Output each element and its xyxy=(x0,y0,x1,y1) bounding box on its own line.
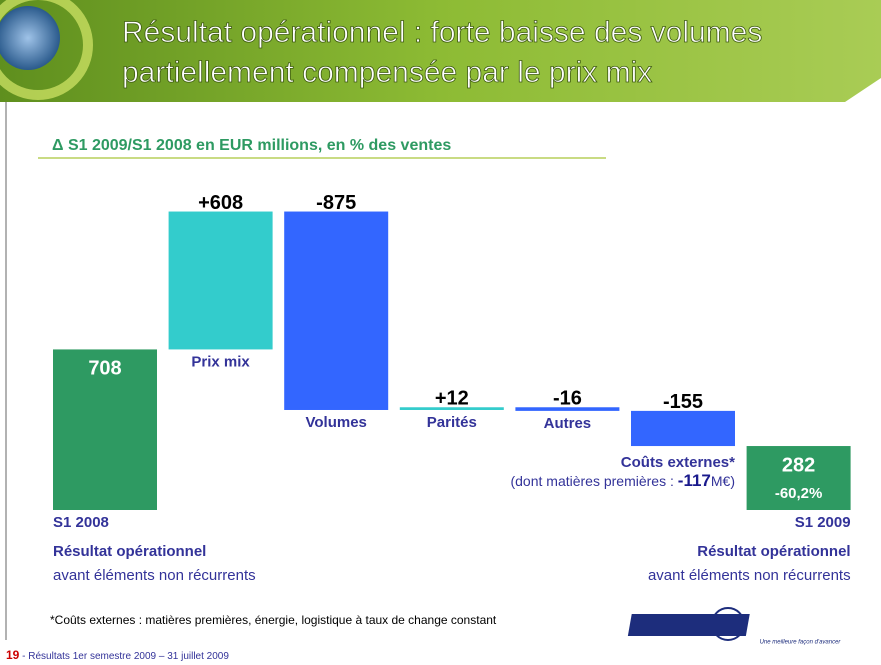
value-label: +12 xyxy=(435,388,469,410)
caption: avant éléments non récurrents xyxy=(53,567,256,584)
category-label: S1 2009 xyxy=(795,514,851,531)
category-label: Volumes xyxy=(305,414,366,431)
value-label: -16 xyxy=(553,388,582,410)
footer: 19 - Résultats 1er semestre 2009 – 31 ju… xyxy=(6,648,229,662)
slide: Résultat opérationnel : forte baisse des… xyxy=(0,0,881,665)
value-label: -155 xyxy=(663,391,703,413)
value-label: 708 xyxy=(88,358,121,380)
footer-text: - Résultats 1er semestre 2009 – 31 juill… xyxy=(19,651,229,662)
title-line: Résultat opérationnel : forte baisse des… xyxy=(122,16,762,49)
footnote: *Coûts externes : matières premières, én… xyxy=(50,613,497,627)
logo-name: MICHELIN xyxy=(761,617,839,634)
page-number: 19 xyxy=(6,648,20,662)
value-label: +608 xyxy=(198,192,243,214)
category-label: Coûts externes* xyxy=(621,454,735,471)
caption: avant éléments non récurrents xyxy=(648,567,851,584)
value-label: 282 xyxy=(782,454,815,476)
caption: Résultat opérationnel xyxy=(697,543,850,560)
logo-box xyxy=(628,614,750,636)
bar xyxy=(631,411,735,446)
category-label: Prix mix xyxy=(191,353,250,370)
note-unit: M€) xyxy=(711,473,735,489)
note-text: (dont matières premières : xyxy=(510,473,677,489)
value-label: -875 xyxy=(316,192,356,214)
note: (dont matières premières : -117M€) xyxy=(510,472,735,491)
margin-label: -60,2% xyxy=(775,485,823,502)
logo-tagline: Une meilleure façon d'avancer xyxy=(760,640,842,646)
bar xyxy=(284,212,388,410)
category-label: Parités xyxy=(427,414,477,431)
title-line: partiellement compensée par le prix mix xyxy=(122,56,652,89)
caption: Résultat opérationnel xyxy=(53,543,206,560)
category-label: Autres xyxy=(544,415,592,432)
bar xyxy=(169,212,273,350)
subtitle: Δ S1 2009/S1 2008 en EUR millions, en % … xyxy=(52,137,451,154)
note-value: -117 xyxy=(678,472,711,491)
category-label: S1 2008 xyxy=(53,514,109,531)
